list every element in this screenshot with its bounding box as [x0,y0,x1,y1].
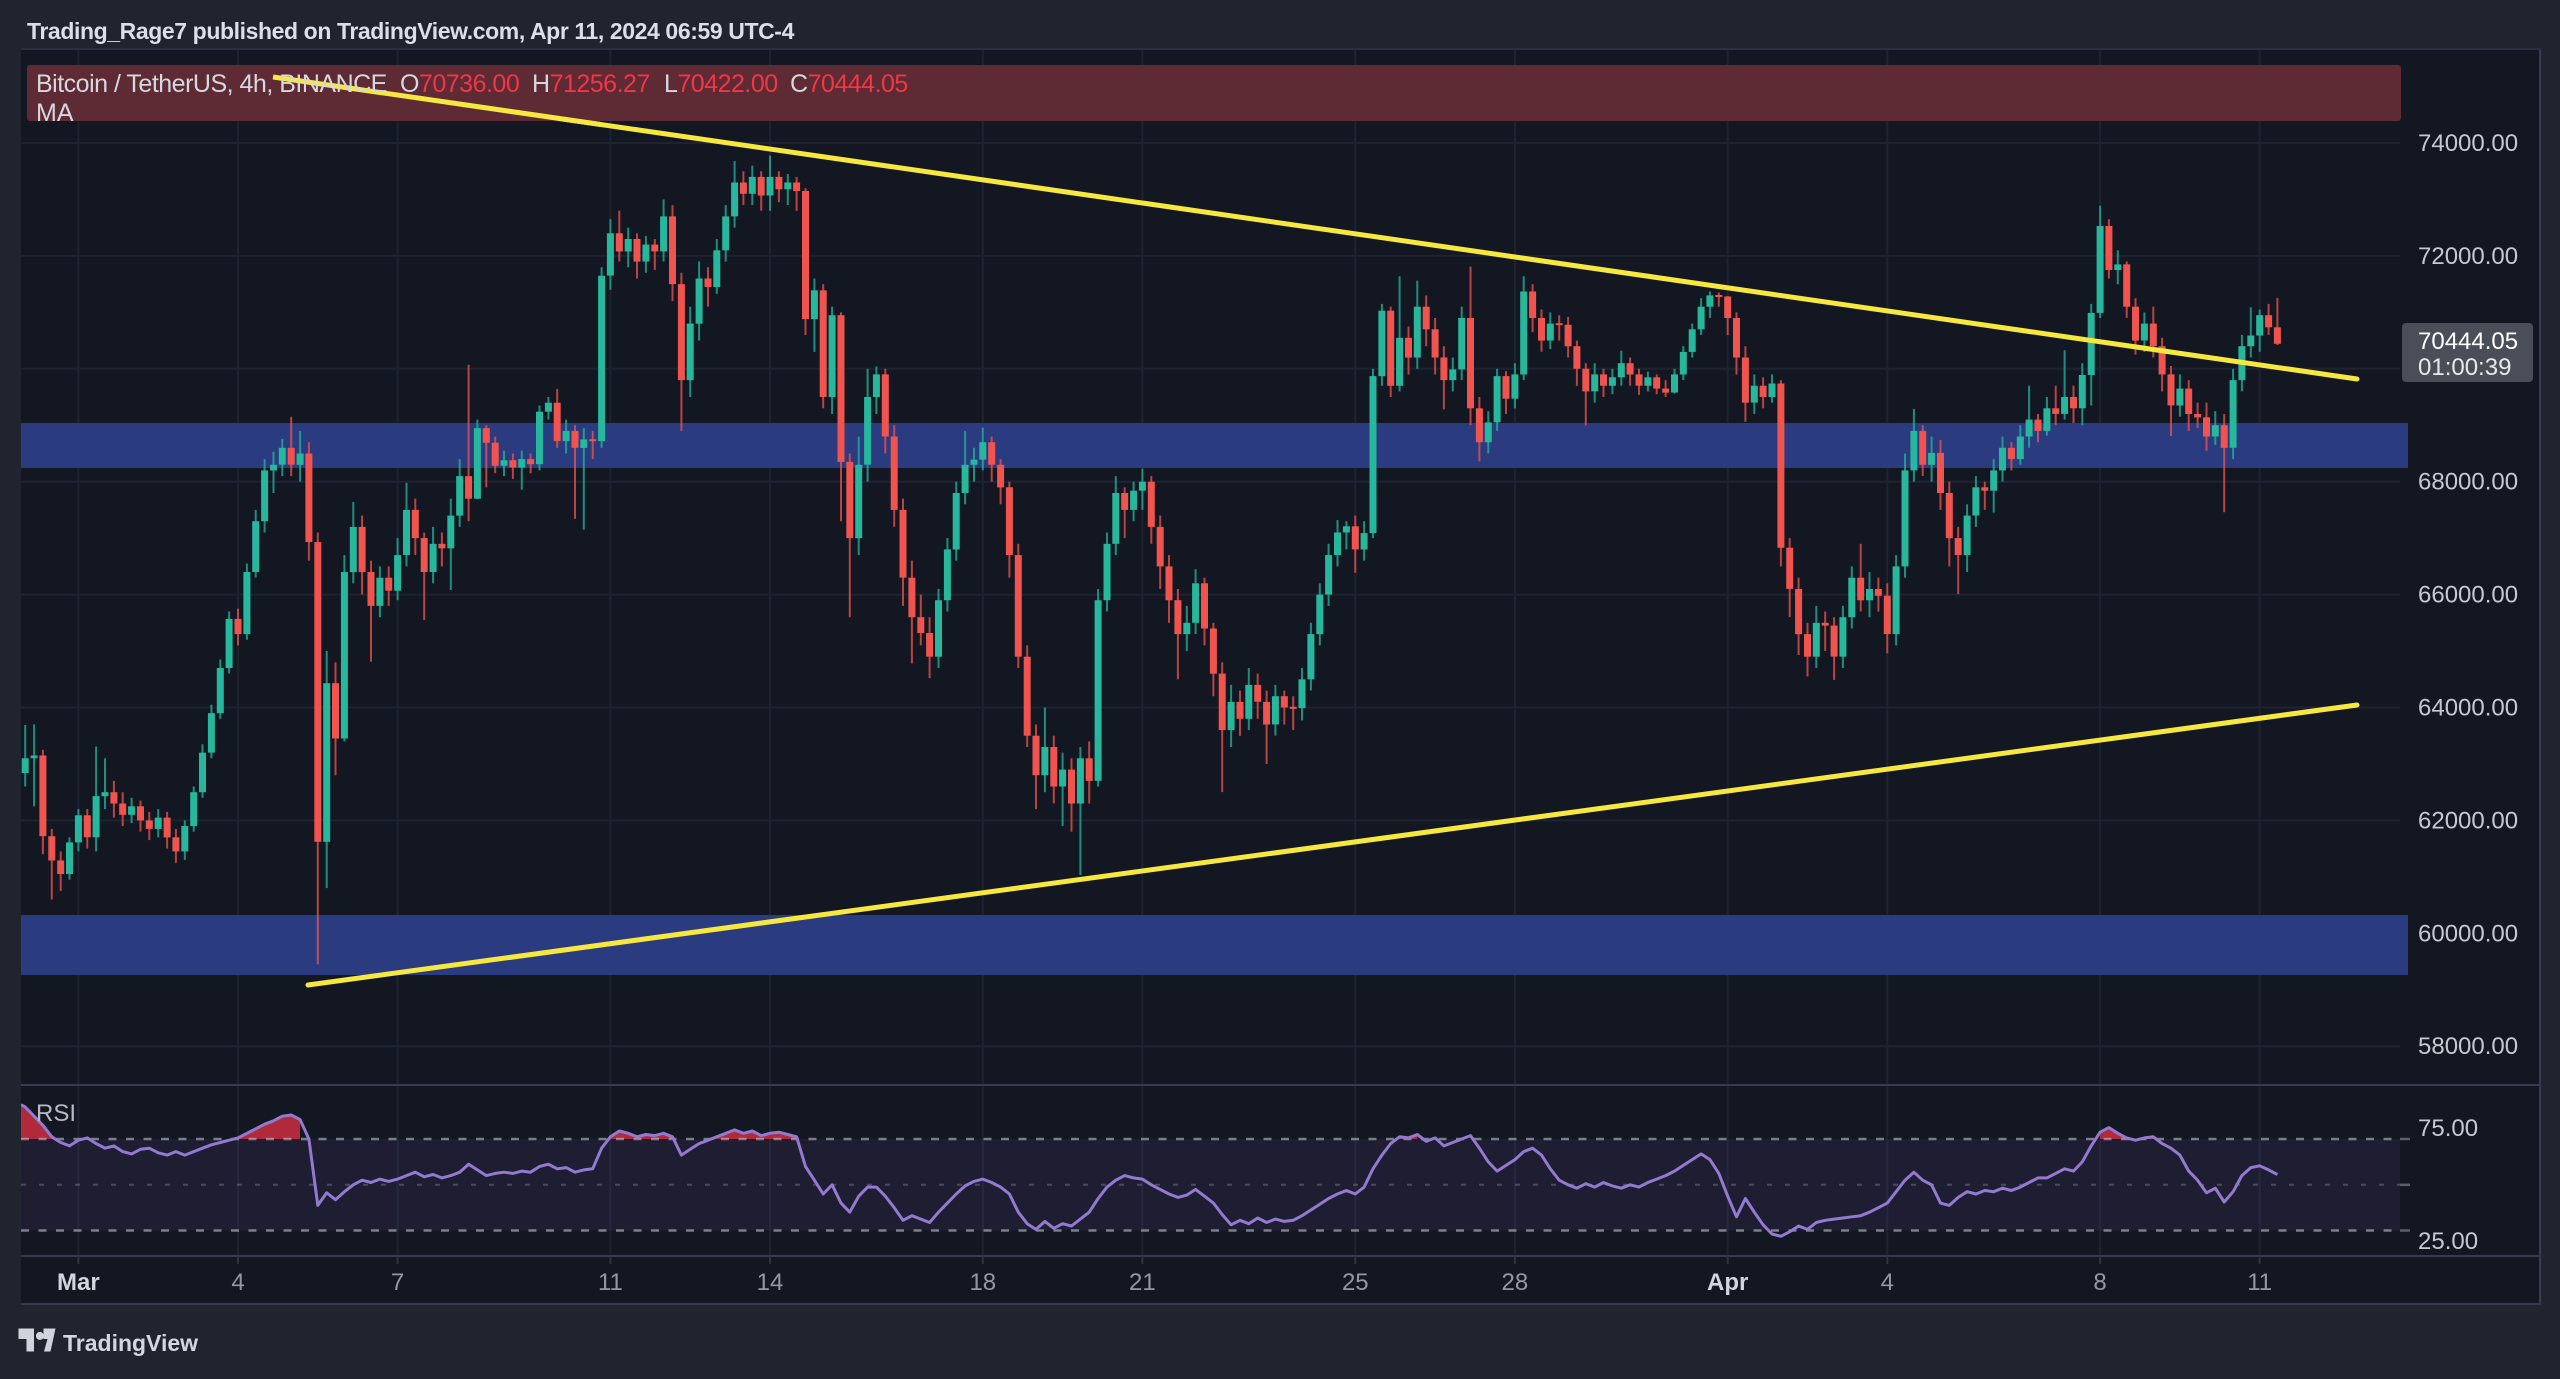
svg-text:MA: MA [36,99,74,127]
svg-text:18: 18 [969,1269,996,1296]
svg-text:11: 11 [598,1269,623,1296]
svg-text:28: 28 [1502,1269,1529,1296]
svg-text:60000.00: 60000.00 [2418,920,2518,947]
svg-text:25: 25 [1342,1269,1369,1296]
svg-text:01:00:39: 01:00:39 [2418,354,2511,381]
svg-text:11: 11 [2247,1269,2272,1296]
svg-text:21: 21 [1129,1269,1156,1296]
svg-text:70444.05: 70444.05 [2418,328,2518,355]
svg-text:74000.00: 74000.00 [2418,130,2518,157]
svg-text:4: 4 [231,1269,244,1296]
svg-text:58000.00: 58000.00 [2418,1033,2518,1060]
svg-text:O70736.00: O70736.00 [400,70,519,98]
svg-text:C70444.05: C70444.05 [790,70,908,98]
svg-text:TradingView: TradingView [63,1330,198,1356]
svg-text:8: 8 [2093,1269,2106,1296]
svg-text:7: 7 [391,1269,404,1296]
svg-text:H71256.27: H71256.27 [532,70,650,98]
svg-text:4: 4 [1881,1269,1894,1296]
svg-text:Mar: Mar [57,1269,100,1296]
svg-text:25.00: 25.00 [2418,1228,2478,1255]
svg-text:Bitcoin / TetherUS, 4h, BINANC: Bitcoin / TetherUS, 4h, BINANCE [36,70,387,98]
svg-text:72000.00: 72000.00 [2418,243,2518,270]
svg-text:66000.00: 66000.00 [2418,582,2518,609]
svg-text:L70422.00: L70422.00 [664,70,778,98]
svg-text:14: 14 [757,1269,784,1296]
svg-text:68000.00: 68000.00 [2418,469,2518,496]
svg-text:62000.00: 62000.00 [2418,807,2518,834]
svg-text:64000.00: 64000.00 [2418,695,2518,722]
svg-text:Apr: Apr [1707,1269,1748,1296]
svg-text:Trading_Rage7 published on Tra: Trading_Rage7 published on TradingView.c… [27,18,795,44]
svg-text:RSI: RSI [36,1100,76,1127]
svg-text:75.00: 75.00 [2418,1115,2478,1142]
